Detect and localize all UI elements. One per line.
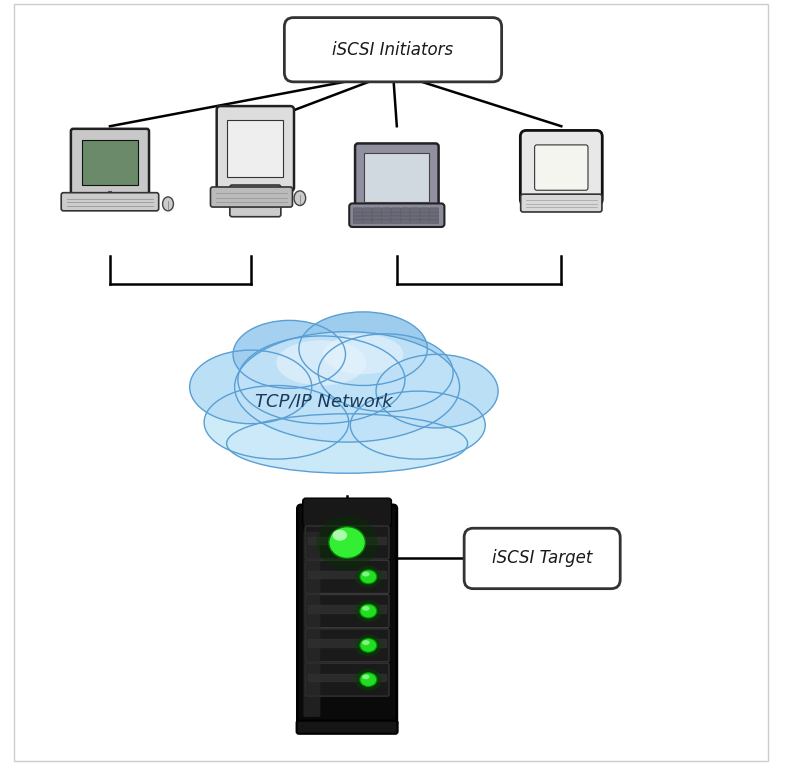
FancyBboxPatch shape — [410, 216, 420, 220]
FancyBboxPatch shape — [305, 629, 389, 662]
FancyBboxPatch shape — [296, 721, 398, 734]
Ellipse shape — [360, 639, 376, 653]
Ellipse shape — [362, 606, 369, 610]
Ellipse shape — [317, 516, 378, 569]
FancyBboxPatch shape — [303, 498, 391, 527]
FancyBboxPatch shape — [382, 219, 391, 223]
FancyBboxPatch shape — [410, 212, 420, 216]
Ellipse shape — [233, 321, 346, 389]
Ellipse shape — [323, 334, 403, 374]
FancyBboxPatch shape — [410, 208, 420, 212]
FancyBboxPatch shape — [520, 130, 602, 205]
Ellipse shape — [362, 640, 369, 645]
FancyBboxPatch shape — [382, 212, 391, 216]
FancyBboxPatch shape — [349, 203, 444, 227]
FancyBboxPatch shape — [391, 212, 400, 216]
FancyBboxPatch shape — [542, 197, 580, 210]
FancyBboxPatch shape — [401, 208, 410, 212]
Ellipse shape — [235, 332, 460, 442]
Ellipse shape — [360, 604, 376, 618]
FancyBboxPatch shape — [429, 208, 439, 212]
Ellipse shape — [355, 669, 382, 691]
FancyBboxPatch shape — [420, 212, 429, 216]
FancyBboxPatch shape — [420, 208, 429, 212]
FancyBboxPatch shape — [305, 526, 389, 559]
FancyBboxPatch shape — [362, 212, 372, 216]
FancyBboxPatch shape — [353, 219, 362, 223]
FancyBboxPatch shape — [373, 208, 381, 212]
FancyBboxPatch shape — [373, 219, 381, 223]
FancyBboxPatch shape — [373, 216, 381, 220]
FancyBboxPatch shape — [305, 663, 389, 696]
Text: iSCSI Initiators: iSCSI Initiators — [332, 41, 454, 59]
FancyBboxPatch shape — [305, 594, 389, 627]
FancyBboxPatch shape — [420, 219, 429, 223]
Ellipse shape — [351, 391, 485, 459]
FancyBboxPatch shape — [82, 140, 138, 184]
FancyBboxPatch shape — [353, 208, 362, 212]
FancyBboxPatch shape — [465, 529, 620, 589]
FancyBboxPatch shape — [365, 153, 429, 202]
Ellipse shape — [318, 334, 453, 412]
Ellipse shape — [355, 600, 382, 622]
FancyBboxPatch shape — [285, 18, 501, 82]
FancyBboxPatch shape — [401, 219, 410, 223]
Text: iSCSI Target: iSCSI Target — [492, 549, 593, 568]
FancyBboxPatch shape — [382, 216, 391, 220]
FancyBboxPatch shape — [391, 216, 400, 220]
Ellipse shape — [355, 634, 382, 656]
FancyBboxPatch shape — [362, 208, 372, 212]
Ellipse shape — [277, 340, 366, 386]
FancyBboxPatch shape — [520, 194, 602, 212]
Ellipse shape — [360, 570, 376, 584]
FancyBboxPatch shape — [391, 219, 400, 223]
FancyBboxPatch shape — [391, 208, 400, 212]
FancyBboxPatch shape — [297, 505, 397, 727]
Ellipse shape — [360, 672, 376, 686]
FancyBboxPatch shape — [355, 144, 439, 211]
FancyBboxPatch shape — [410, 219, 420, 223]
FancyBboxPatch shape — [429, 216, 439, 220]
FancyBboxPatch shape — [227, 120, 283, 177]
FancyBboxPatch shape — [61, 193, 159, 211]
Text: TCP/IP Network: TCP/IP Network — [255, 392, 393, 411]
Ellipse shape — [362, 675, 369, 679]
FancyBboxPatch shape — [303, 532, 321, 717]
FancyBboxPatch shape — [230, 185, 281, 216]
Ellipse shape — [362, 571, 369, 577]
Ellipse shape — [163, 197, 174, 211]
FancyBboxPatch shape — [71, 129, 149, 195]
FancyBboxPatch shape — [429, 219, 439, 223]
Ellipse shape — [226, 414, 468, 474]
FancyBboxPatch shape — [217, 106, 294, 191]
FancyBboxPatch shape — [353, 212, 362, 216]
Ellipse shape — [204, 386, 349, 459]
Ellipse shape — [355, 566, 382, 588]
FancyBboxPatch shape — [382, 208, 391, 212]
Ellipse shape — [238, 336, 405, 424]
Ellipse shape — [189, 350, 312, 424]
Ellipse shape — [332, 529, 347, 541]
Ellipse shape — [376, 354, 498, 428]
FancyBboxPatch shape — [362, 216, 372, 220]
Ellipse shape — [294, 190, 306, 206]
Ellipse shape — [299, 312, 428, 386]
FancyBboxPatch shape — [420, 216, 429, 220]
FancyBboxPatch shape — [305, 560, 389, 594]
FancyBboxPatch shape — [401, 216, 410, 220]
FancyBboxPatch shape — [211, 187, 292, 207]
FancyBboxPatch shape — [353, 216, 362, 220]
FancyBboxPatch shape — [373, 212, 381, 216]
Ellipse shape — [329, 526, 365, 558]
FancyBboxPatch shape — [534, 145, 588, 190]
FancyBboxPatch shape — [362, 219, 372, 223]
FancyBboxPatch shape — [429, 212, 439, 216]
FancyBboxPatch shape — [401, 212, 410, 216]
